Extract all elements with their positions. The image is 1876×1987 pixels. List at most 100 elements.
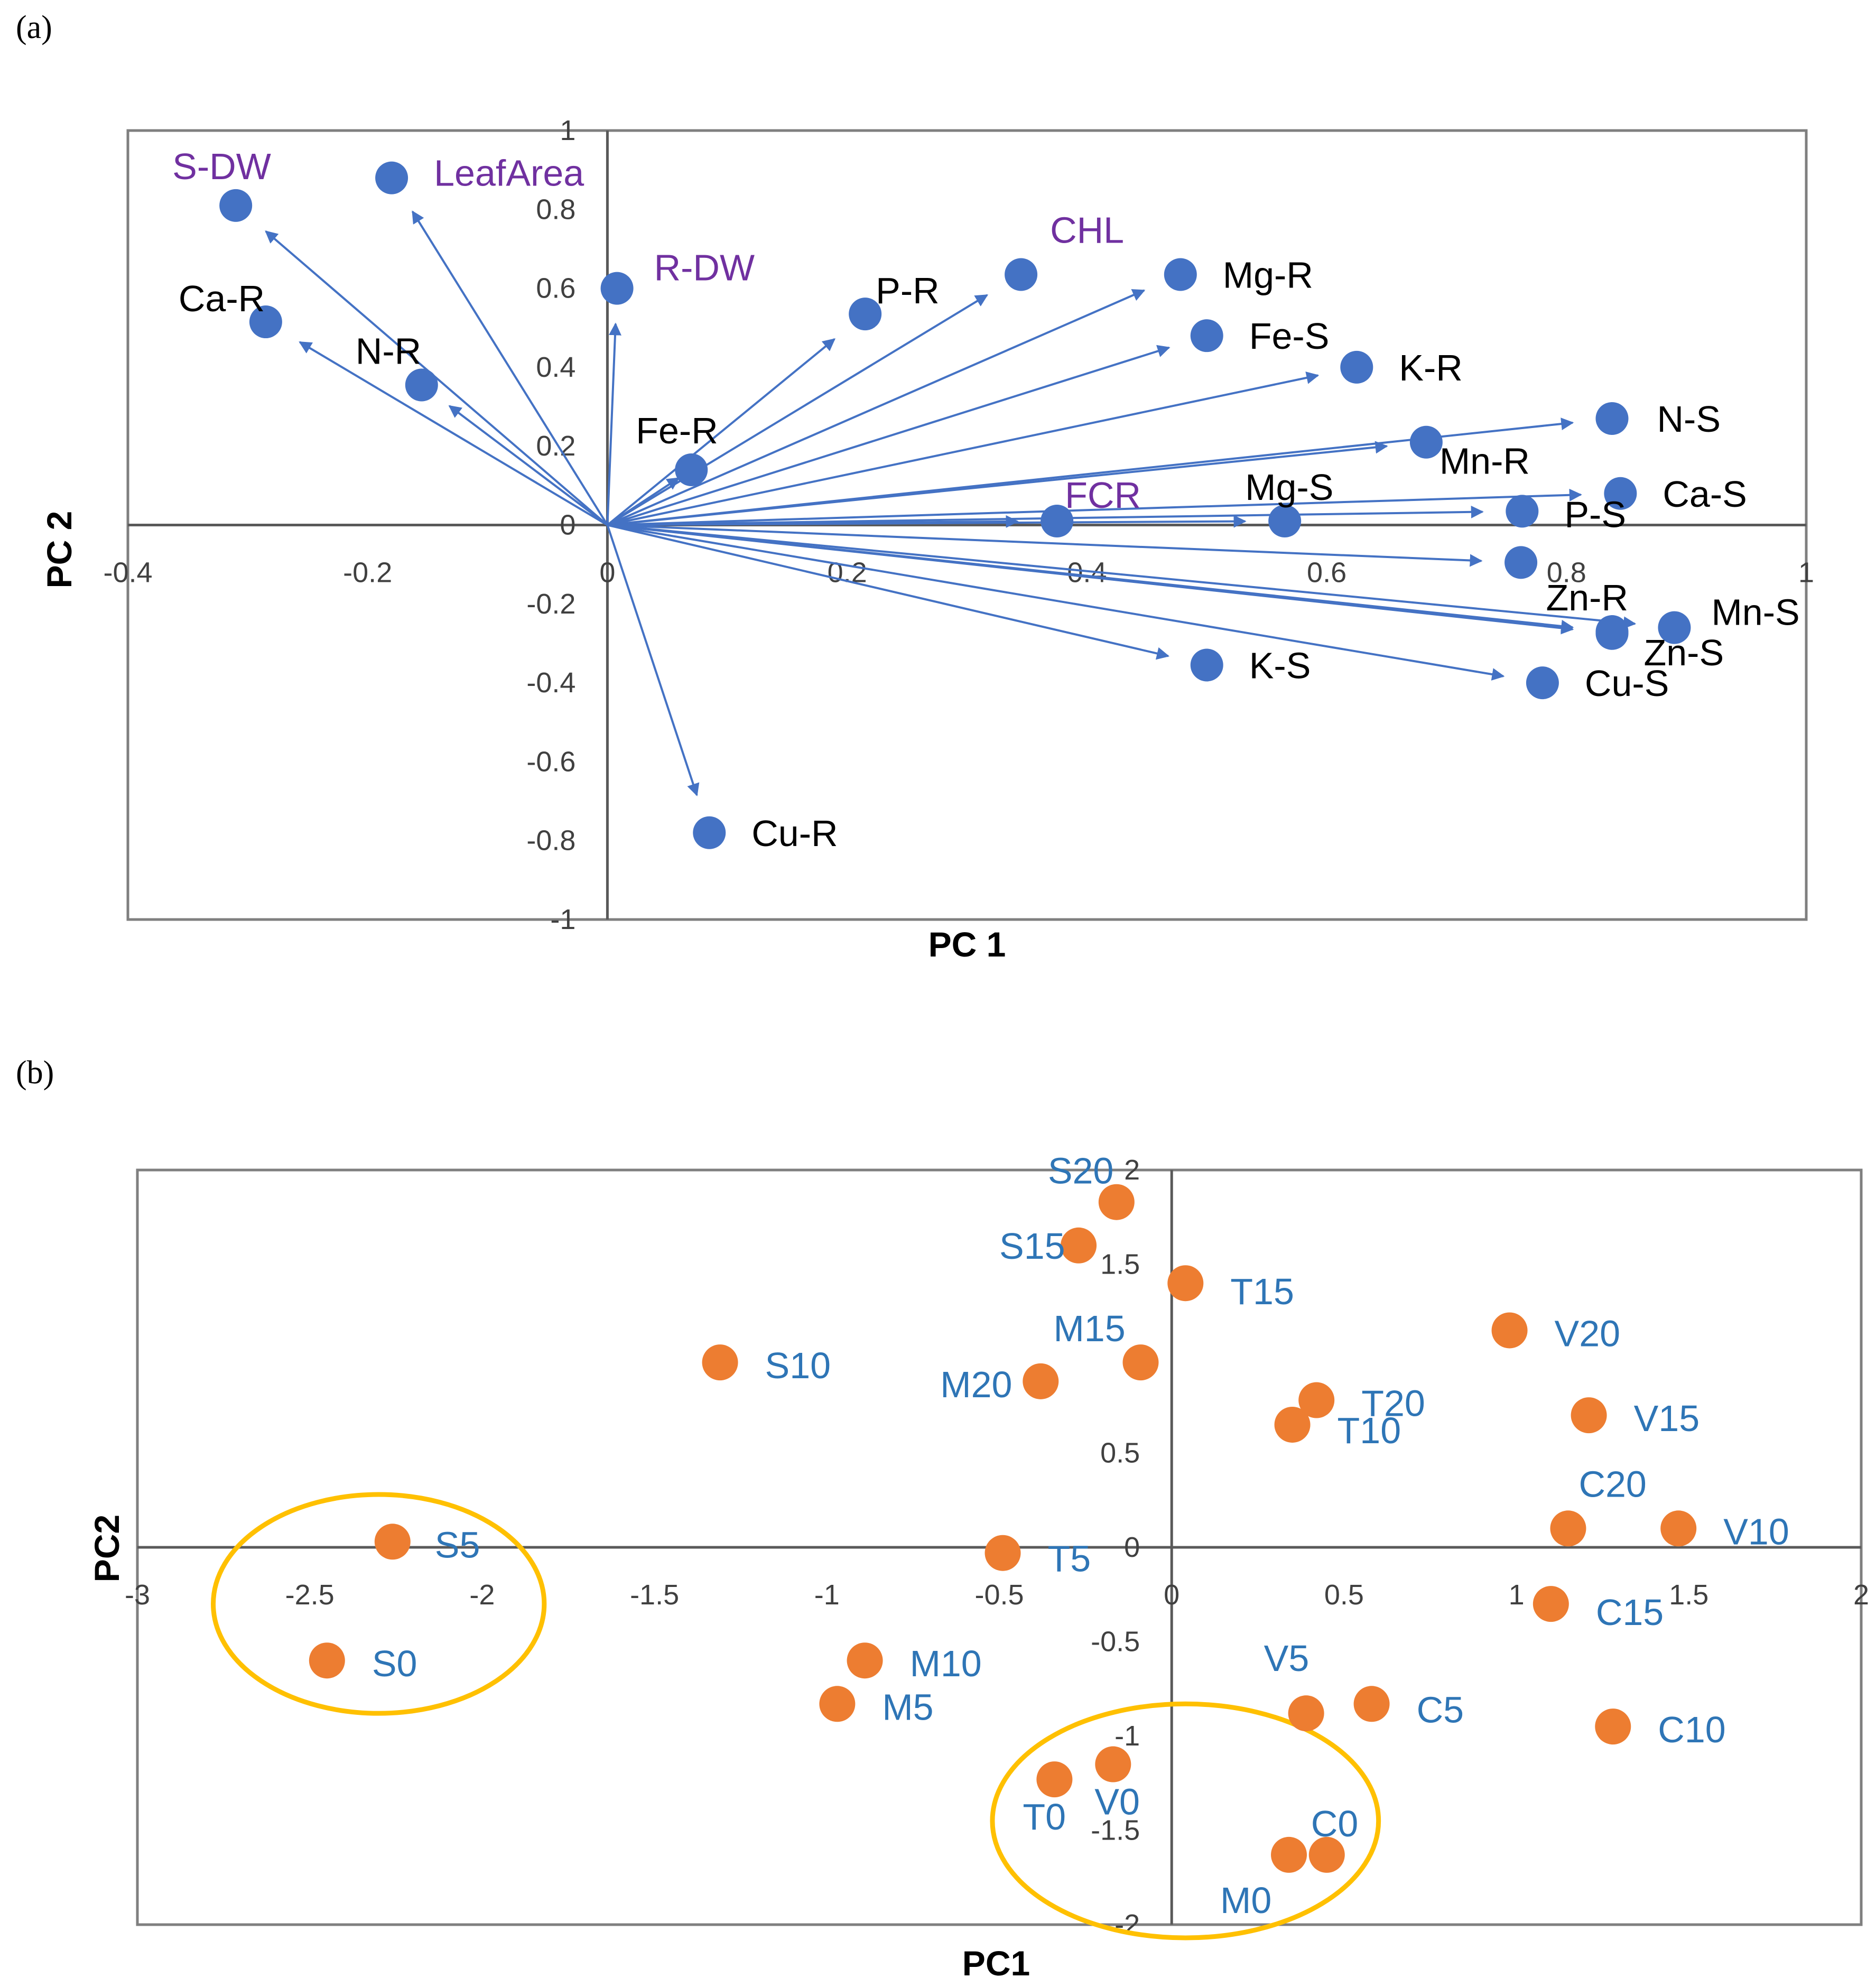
arrow-cu-s (607, 524, 1505, 681)
arrow-k-r (607, 372, 1320, 526)
label-m20: M20 (940, 1364, 1012, 1405)
x-axis-title-b: PC1 (962, 1944, 1030, 1983)
x-tick-b: -1.5 (630, 1579, 679, 1611)
point-s0 (309, 1642, 345, 1679)
point-c20 (1550, 1510, 1586, 1547)
ellipse-zero-group (990, 1701, 1381, 1940)
point-s15 (1061, 1227, 1097, 1264)
tick-labels-a: -0.4 -0.2 0 0.2 0.4 0.6 0.8 110.80.60.40.20-0.2… (103, 115, 1814, 935)
x-tick-a: 0.6 (1307, 557, 1346, 589)
y-tick-b: 1.5 (1100, 1249, 1140, 1280)
label-s10: S10 (765, 1345, 831, 1386)
point-s5 (374, 1524, 411, 1560)
label-m0: M0 (1220, 1880, 1271, 1921)
point-n-r (405, 368, 438, 402)
x-tick-b: 1 (1509, 1579, 1525, 1611)
label-mg-s: Mg-S (1245, 467, 1333, 508)
x-tick-b: 0.5 (1324, 1579, 1364, 1611)
point-c10 (1595, 1709, 1631, 1745)
panel-label-a: (a) (16, 10, 52, 45)
label-v15: V15 (1634, 1398, 1700, 1439)
label-mn-s: Mn-S (1711, 592, 1799, 633)
label-m10: M10 (910, 1643, 982, 1684)
point-leafarea (375, 161, 408, 194)
label-s20: S20 (1048, 1150, 1114, 1192)
point-cu-r (693, 816, 726, 849)
x-tick-a: -0.2 (343, 557, 392, 589)
label-t20: T20 (1361, 1383, 1425, 1424)
x-tick-b: -1 (814, 1579, 840, 1611)
point-cu-s (1526, 666, 1559, 700)
label-p-s: P-S (1564, 494, 1626, 535)
point-m0 (1271, 1836, 1307, 1873)
x-tick-b: -2.5 (285, 1579, 335, 1611)
y-tick-b: -1 (1115, 1720, 1140, 1752)
tick-labels-b: -3-2.5-2-1.5-1-0.500.511.5221.510.50-0.5… (125, 1154, 1869, 1940)
y-tick-b: -1.5 (1091, 1815, 1140, 1846)
arrow-s-dw (265, 230, 608, 526)
label-c15: C15 (1596, 1592, 1664, 1633)
point-n-s (1595, 402, 1629, 435)
label-r-dw: R-DW (654, 247, 755, 289)
point-fcr (1041, 505, 1074, 538)
y-tick-b: 0.5 (1100, 1437, 1140, 1469)
label-c20: C20 (1578, 1463, 1646, 1505)
panel-b: -3-2.5-2-1.5-1-0.500.511.5221.510.50-0.5… (87, 1150, 1869, 1983)
arrow-n-r (448, 405, 608, 526)
label-fe-s: Fe-S (1249, 315, 1330, 357)
label-mn-r: Mn-R (1439, 441, 1530, 482)
y-tick-a: 0.8 (536, 193, 575, 225)
label-s5: S5 (435, 1524, 480, 1565)
arrow-mn-s (607, 524, 1637, 629)
point-r-dw (600, 272, 634, 305)
point-mn-r (1409, 425, 1443, 459)
x-tick-a: -0.4 (103, 557, 152, 589)
label-cu-s: Cu-S (1585, 663, 1669, 704)
label-c5: C5 (1417, 1689, 1464, 1730)
point-ca-s (1604, 477, 1637, 510)
y-tick-a: -1 (550, 904, 575, 935)
group-ellipses (211, 1492, 1381, 1940)
arrow-mn-r (607, 441, 1388, 526)
label-v0: V0 (1094, 1781, 1140, 1823)
panel-a: -0.4 -0.2 0 0.2 0.4 0.6 0.8 110.80.60.40.20-0.2… (40, 115, 1814, 964)
point-c0 (1308, 1836, 1345, 1873)
point-v5 (1288, 1695, 1324, 1732)
label-v10: V10 (1723, 1511, 1789, 1552)
y-axis-title-b: PC2 (87, 1515, 126, 1582)
label-m15: M15 (1053, 1308, 1125, 1349)
y-tick-a: -0.4 (526, 667, 575, 699)
point-fe-s (1190, 319, 1223, 352)
x-tick-b: -0.5 (974, 1579, 1024, 1611)
label-leafarea: LeafArea (434, 153, 584, 194)
axes-a (128, 131, 1806, 920)
label-s0: S0 (372, 1643, 417, 1684)
point-s-dw (219, 189, 253, 222)
x-tick-b: -3 (125, 1579, 150, 1611)
y-tick-a: 0.4 (536, 351, 575, 383)
y-tick-a: 0 (560, 509, 575, 541)
point-chl (1005, 258, 1038, 291)
arrow-r-dw (606, 322, 621, 525)
label-k-s: K-S (1249, 645, 1311, 686)
x-tick-b: 2 (1853, 1579, 1869, 1611)
label-p-r: P-R (876, 270, 940, 311)
arrow-fe-s (607, 345, 1171, 526)
point-mn-s (1658, 611, 1691, 644)
y-tick-b: 2 (1124, 1154, 1140, 1186)
x-tick-b: -2 (469, 1579, 495, 1611)
panel-label-b: (b) (16, 1055, 54, 1091)
loading-arrows (265, 210, 1637, 796)
point-s20 (1098, 1184, 1135, 1220)
point-m15 (1122, 1344, 1159, 1381)
label-s-dw: S-DW (172, 146, 271, 187)
arrow-cu-r (606, 524, 700, 796)
label-cu-r: Cu-R (751, 813, 838, 854)
point-v10 (1660, 1510, 1697, 1547)
ellipse-s-group (211, 1492, 547, 1716)
label-v20: V20 (1555, 1313, 1621, 1354)
loading-labels: S-DW LeafArea R-DW CHL FCR Ca-R N-R Fe-R P-R Mg-R… (172, 146, 1800, 854)
point-t10 (1274, 1406, 1311, 1443)
